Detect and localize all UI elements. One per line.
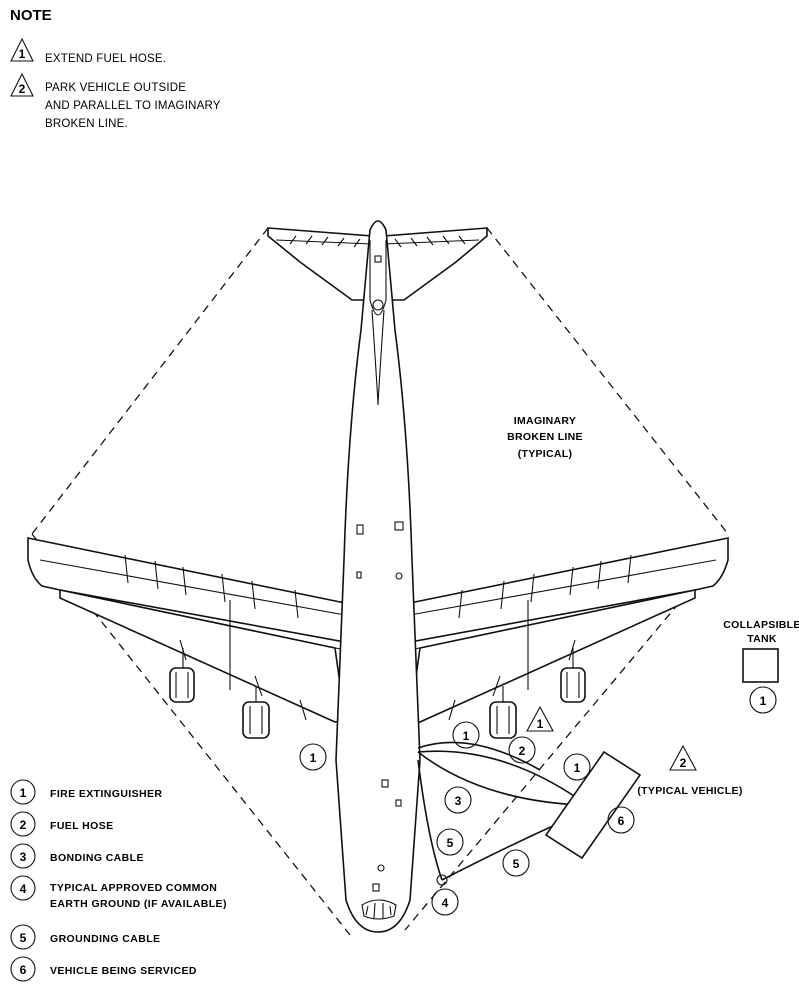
svg-text:TYPICAL APPROVED COMMON: TYPICAL APPROVED COMMON: [50, 882, 217, 894]
svg-text:1: 1: [760, 694, 767, 708]
right-outboard-engine: [560, 648, 586, 703]
svg-text:BONDING CABLE: BONDING CABLE: [50, 852, 144, 864]
svg-text:5: 5: [447, 836, 454, 850]
svg-text:2: 2: [519, 744, 526, 758]
typical-vehicle-label: (TYPICAL VEHICLE): [637, 785, 742, 797]
tank-box: [742, 648, 779, 683]
callout-bonding-cable: 3: [444, 786, 472, 814]
grounding-cable-to-aircraft: [417, 759, 443, 881]
svg-text:6: 6: [618, 814, 625, 828]
svg-text:1: 1: [20, 786, 27, 800]
callout-grounding-cable-a: 5: [436, 828, 464, 856]
tank-label-line1: COLLAPSIBLE: [723, 619, 799, 631]
svg-text:5: 5: [513, 857, 520, 871]
note-text-2c: BROKEN LINE.: [45, 118, 128, 130]
callouts: 1 1 2 1 3 5 5 4: [299, 686, 777, 916]
legend-item-5: 5 GROUNDING CABLE: [10, 924, 160, 950]
svg-text:1: 1: [574, 761, 581, 775]
left-inboard-engine: [242, 686, 270, 739]
note-marker-1: 1: [19, 47, 26, 61]
horizontal-stabilizer: [267, 227, 373, 301]
note-triangle-1: [10, 37, 34, 62]
legend-item-1: 1 FIRE EXTINGUISHER: [10, 779, 162, 805]
right-inboard-engine: [489, 686, 517, 739]
svg-text:VEHICLE BEING SERVICED: VEHICLE BEING SERVICED: [50, 965, 197, 977]
callout-fire-extinguisher-left: 1: [299, 743, 327, 771]
left-wing: [27, 537, 346, 643]
note-triangle-2: [10, 72, 34, 97]
note-block: NOTE 1 EXTEND FUEL HOSE. 2 PARK VEHICLE …: [10, 7, 221, 130]
svg-text:1: 1: [310, 751, 317, 765]
callout-fire-extinguisher-vehicle: 1: [563, 753, 591, 781]
svg-text:3: 3: [20, 850, 27, 864]
collapsible-tank: COLLAPSIBLE TANK: [723, 619, 799, 683]
note-item-1: 1 EXTEND FUEL HOSE.: [10, 37, 166, 65]
cables: [417, 741, 581, 886]
callout-grounding-cable-b: 5: [502, 849, 530, 877]
ground-point: [436, 874, 448, 886]
note-item-2: 2 PARK VEHICLE OUTSIDE AND PARALLEL TO I…: [10, 72, 221, 130]
note-marker-2: 2: [19, 82, 26, 96]
aircraft: [27, 220, 729, 933]
note-title: NOTE: [10, 7, 52, 24]
left-outboard-engine: [169, 648, 195, 703]
fuel-hose: [417, 750, 581, 801]
triangle-marker-2: 2: [669, 744, 697, 771]
svg-text:1: 1: [463, 729, 470, 743]
bonding-cable: [417, 751, 581, 806]
svg-text:2: 2: [20, 818, 27, 832]
svg-text:FUEL HOSE: FUEL HOSE: [50, 820, 114, 832]
svg-text:4: 4: [442, 896, 449, 910]
legend-item-3: 3 BONDING CABLE: [10, 843, 144, 869]
svg-text:BROKEN LINE: BROKEN LINE: [507, 431, 583, 443]
svg-text:IMAGINARY: IMAGINARY: [514, 415, 576, 427]
callout-fire-extinguisher-near: 1: [452, 721, 480, 749]
callout-ground-point: 4: [431, 888, 459, 916]
triangle-marker-1: 1: [526, 705, 554, 732]
imaginary-line-label: IMAGINARY BROKEN LINE (TYPICAL): [507, 415, 583, 460]
svg-text:4: 4: [20, 882, 27, 896]
legend: 1 FIRE EXTINGUISHER 2 FUEL HOSE 3 BONDIN…: [10, 779, 227, 982]
svg-text:3: 3: [455, 794, 462, 808]
note-text-2a: PARK VEHICLE OUTSIDE: [45, 82, 186, 94]
note-text-1: EXTEND FUEL HOSE.: [45, 53, 166, 65]
vehicle-being-serviced: [544, 750, 642, 860]
legend-item-2: 2 FUEL HOSE: [10, 811, 114, 837]
svg-text:GROUNDING CABLE: GROUNDING CABLE: [50, 933, 160, 945]
svg-text:FIRE EXTINGUISHER: FIRE EXTINGUISHER: [50, 788, 162, 800]
grounding-cable-to-vehicle: [441, 824, 556, 881]
note-text-2b: AND PARALLEL TO IMAGINARY: [45, 100, 221, 112]
legend-item-4: 4 TYPICAL APPROVED COMMON EARTH GROUND (…: [10, 875, 227, 910]
horizontal-stabilizer-right: [383, 227, 488, 301]
legend-item-6: 6 VEHICLE BEING SERVICED: [10, 956, 197, 982]
right-wing: [409, 537, 729, 643]
callout-fire-extinguisher-tank: 1: [749, 686, 777, 714]
left-slat-marks: [124, 554, 299, 619]
svg-text:1: 1: [537, 717, 544, 731]
svg-text:(TYPICAL): (TYPICAL): [518, 448, 573, 460]
svg-text:EARTH GROUND (IF AVAILABLE): EARTH GROUND (IF AVAILABLE): [50, 898, 227, 910]
callout-vehicle: 6: [607, 806, 635, 834]
svg-text:5: 5: [20, 931, 27, 945]
right-slat-marks: [458, 554, 632, 619]
callout-fuel-hose: 2: [508, 736, 536, 764]
tank-label-line2: TANK: [747, 633, 777, 645]
fuselage: [335, 220, 421, 933]
svg-text:6: 6: [20, 963, 27, 977]
svg-text:2: 2: [680, 756, 687, 770]
